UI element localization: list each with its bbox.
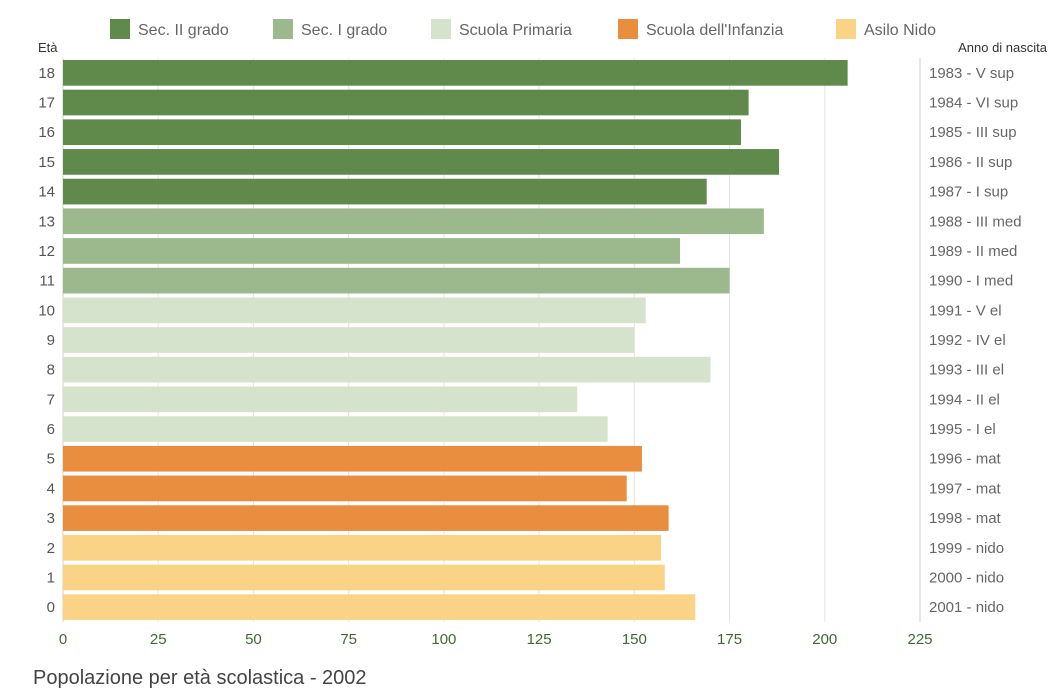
age-tick-label: 10 (38, 302, 55, 319)
legend-swatch-4 (836, 19, 856, 39)
age-tick-label: 2 (47, 540, 55, 557)
birth-year-label: 1993 - III el (929, 362, 1004, 379)
x-tick-label: 100 (431, 631, 456, 648)
legend-swatch-3 (618, 19, 638, 39)
age-tick-label: 17 (38, 95, 55, 112)
bar-age-7 (63, 386, 578, 413)
birth-year-label: 2001 - nido (929, 599, 1004, 616)
x-tick-label: 0 (59, 631, 67, 648)
legend: Sec. II grado Sec. I grado Scuola Primaria… (110, 19, 936, 39)
birth-year-labels: 1983 - V sup 1984 - VI sup 1985 - III sup 1… (929, 65, 1022, 616)
x-tick-label: 150 (622, 631, 647, 648)
legend-label-2: Scuola Primaria (459, 22, 572, 39)
bar-age-4 (63, 475, 627, 502)
legend-label-0: Sec. II grado (138, 22, 229, 39)
age-tick-label: 0 (47, 599, 55, 616)
age-tick-label: 11 (39, 273, 55, 290)
age-tick-label: 18 (38, 65, 55, 82)
birth-year-label: 1989 - II med (929, 243, 1017, 260)
birth-year-label: 1994 - II el (929, 391, 1000, 408)
legend-swatch-0 (110, 19, 130, 39)
legend-swatch-1 (273, 19, 293, 39)
birth-year-label: 1998 - mat (929, 510, 1002, 527)
bar-age-15 (63, 149, 780, 175)
age-tick-label: 7 (47, 391, 55, 408)
x-tick-label: 75 (340, 631, 357, 648)
bar-age-18 (63, 60, 848, 86)
birth-year-label: 1992 - IV el (929, 332, 1006, 349)
bar-age-3 (63, 505, 669, 531)
chart-caption: Popolazione per età scolastica - 2002 (33, 667, 367, 689)
bar-age-11 (63, 267, 730, 294)
bar-age-14 (63, 178, 707, 205)
x-tick-label: 200 (812, 631, 837, 648)
birth-year-label: 1999 - nido (929, 540, 1004, 557)
bar-age-10 (63, 297, 646, 324)
legend-label-1: Sec. I grado (301, 22, 387, 39)
age-tick-label: 13 (38, 213, 55, 230)
age-tick-label: 5 (47, 451, 55, 468)
bar-age-12 (63, 238, 681, 264)
birth-year-label: 1985 - III sup (929, 124, 1017, 141)
bar-age-5 (63, 445, 642, 472)
age-tick-label: 6 (47, 421, 55, 438)
birth-year-label: 1984 - VI sup (929, 95, 1018, 112)
age-tick-label: 14 (38, 184, 55, 201)
birth-year-label: 1996 - mat (929, 451, 1002, 468)
age-tick-label: 3 (47, 510, 55, 527)
age-tick-label: 9 (47, 332, 55, 349)
age-tick-label: 16 (38, 124, 55, 141)
bar-age-9 (63, 327, 635, 353)
bar-age-13 (63, 208, 764, 235)
bar-age-1 (63, 564, 665, 591)
birth-year-label: 1991 - V el (929, 302, 1002, 319)
age-tick-label: 4 (47, 480, 55, 497)
birth-year-label: 1995 - I el (929, 421, 996, 438)
legend-swatch-2 (431, 19, 451, 39)
y-axis-title-left: Età (38, 40, 58, 55)
bars (63, 60, 848, 620)
x-tick-label: 175 (717, 631, 742, 648)
legend-label-3: Scuola dell'Infanzia (646, 22, 783, 39)
age-tick-label: 8 (47, 362, 55, 379)
age-tick-label: 12 (38, 243, 55, 260)
age-tick-label: 1 (47, 569, 55, 586)
bar-age-16 (63, 119, 741, 146)
bar-age-2 (63, 534, 661, 561)
birth-year-label: 1983 - V sup (929, 65, 1014, 82)
x-tick-label: 25 (150, 631, 167, 648)
birth-year-label: 1990 - I med (929, 273, 1013, 290)
birth-year-label: 1988 - III med (929, 213, 1022, 230)
birth-year-label: 1997 - mat (929, 480, 1002, 497)
x-tick-label: 125 (527, 631, 552, 648)
x-tick-label: 225 (907, 631, 932, 648)
y-axis-title-right: Anno di nascita (958, 40, 1048, 55)
bar-age-8 (63, 356, 711, 383)
x-tick-label: 50 (245, 631, 262, 648)
bar-age-6 (63, 416, 608, 442)
bar-age-0 (63, 594, 696, 620)
legend-label-4: Asilo Nido (864, 22, 936, 39)
x-tick-labels: 0 25 50 75 100 125 150 175 200 225 (59, 631, 933, 648)
bar-age-17 (63, 89, 749, 116)
birth-year-label: 1986 - II sup (929, 154, 1012, 171)
birth-year-label: 1987 - I sup (929, 184, 1008, 201)
age-tick-label: 15 (38, 154, 55, 171)
birth-year-label: 2000 - nido (929, 569, 1004, 586)
